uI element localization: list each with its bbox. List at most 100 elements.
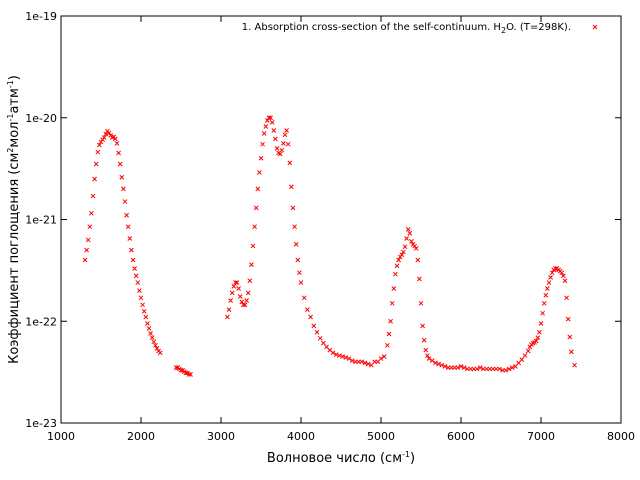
data-point <box>90 193 96 199</box>
data-point <box>225 314 230 320</box>
data-point <box>519 357 525 362</box>
data-point <box>561 273 566 279</box>
data-point <box>553 266 558 271</box>
y-axis-label: Коэффициент поглощения (см2мол-1атм-1) <box>6 75 22 364</box>
data-point <box>359 359 365 365</box>
data-point <box>477 365 483 370</box>
data-point <box>249 262 254 267</box>
y-tick-label: 1e-22 <box>25 315 57 328</box>
x-tick-label: 3000 <box>207 430 235 443</box>
data-point <box>106 130 112 136</box>
data-point <box>261 131 267 136</box>
data-point <box>140 302 145 308</box>
data-point <box>543 292 549 298</box>
data-point <box>85 237 91 243</box>
data-point <box>409 238 414 244</box>
y-tick-label: 1e-21 <box>25 214 57 227</box>
data-point <box>284 128 289 133</box>
data-point <box>273 136 278 142</box>
data-point <box>84 247 89 253</box>
data-point <box>540 310 545 316</box>
data-point <box>349 358 355 364</box>
data-point <box>297 270 302 276</box>
y-tick-label: 1e-23 <box>25 417 57 430</box>
data-point <box>271 128 277 133</box>
data-point <box>391 286 397 291</box>
x-tick-label: 2000 <box>127 430 155 443</box>
data-point <box>506 366 512 372</box>
data-point <box>405 227 411 232</box>
data-point <box>333 352 339 357</box>
data-point <box>425 353 430 358</box>
data-point <box>119 174 125 180</box>
data-point <box>228 298 233 303</box>
y-tick-label: 1e-20 <box>25 112 57 125</box>
data-point <box>290 205 296 211</box>
data-point <box>295 257 301 263</box>
data-point <box>178 367 184 373</box>
data-point <box>545 286 550 291</box>
data-point <box>97 142 102 148</box>
data-point <box>549 270 555 276</box>
data-point <box>442 364 448 369</box>
data-point <box>541 300 547 306</box>
data-point <box>564 295 569 301</box>
data-point <box>474 366 480 372</box>
data-point <box>385 342 390 348</box>
data-point <box>439 362 445 368</box>
data-point <box>396 257 401 263</box>
data-point <box>82 257 88 263</box>
data-point <box>537 329 542 335</box>
x-tick-label: 8000 <box>607 430 635 443</box>
data-point <box>277 151 283 157</box>
data-point <box>263 124 269 129</box>
data-points <box>82 115 577 377</box>
data-point <box>389 300 395 306</box>
data-point <box>151 339 157 345</box>
data-point <box>407 231 413 236</box>
data-point <box>101 135 107 140</box>
data-point <box>415 257 421 263</box>
data-point <box>135 280 141 285</box>
data-point <box>293 241 299 247</box>
data-point <box>127 236 133 241</box>
data-point <box>89 210 94 216</box>
data-point <box>308 314 313 320</box>
data-point <box>533 338 539 344</box>
legend-entry-label: 1. Absorption cross-section of the self-… <box>242 22 571 35</box>
x-tick-label: 7000 <box>527 430 555 443</box>
data-point <box>559 270 565 276</box>
data-point <box>268 115 273 121</box>
x-tick-label: 6000 <box>447 430 475 443</box>
data-point <box>173 365 179 370</box>
data-point <box>138 295 144 301</box>
data-point <box>497 366 502 372</box>
data-point <box>130 257 136 263</box>
data-point <box>330 350 336 356</box>
data-point <box>244 298 249 303</box>
data-point <box>343 355 349 360</box>
data-point <box>274 146 280 151</box>
data-point <box>257 170 262 175</box>
data-point <box>562 278 568 284</box>
data-point <box>188 372 193 377</box>
data-point <box>317 335 323 341</box>
data-point <box>117 161 123 167</box>
data-point <box>234 280 240 285</box>
data-point <box>231 284 237 289</box>
x-axis-label: Волновое число (см-1) <box>267 450 415 466</box>
data-point <box>229 290 235 296</box>
data-point <box>567 334 573 340</box>
data-point <box>394 263 400 269</box>
data-point <box>87 224 93 230</box>
data-point <box>386 331 392 337</box>
data-point <box>421 337 427 343</box>
legend-entry-marker <box>592 24 598 30</box>
data-point <box>266 115 272 121</box>
data-point <box>137 288 142 293</box>
data-point <box>282 132 288 138</box>
x-tick-label: 5000 <box>367 430 395 443</box>
data-point <box>255 186 261 192</box>
data-point <box>132 266 137 271</box>
